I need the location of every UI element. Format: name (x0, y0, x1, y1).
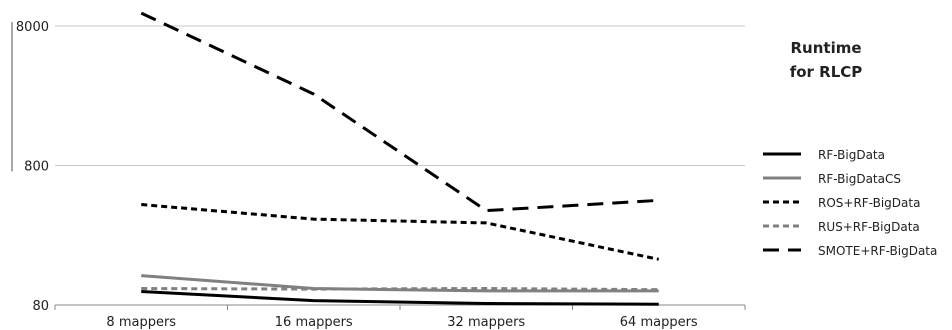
x-tick-label: 16 mappers (275, 315, 353, 330)
chart-title: Runtime for RLCP (790, 39, 863, 81)
series-line (141, 287, 659, 292)
legend-label: RF-BigData (818, 148, 885, 162)
legend-label: SMOTE+RF-BigData (818, 244, 937, 258)
chart-title-line: Runtime (790, 39, 861, 57)
series-line (140, 11, 659, 213)
legend: RF-BigData RF-BigDataCS ROS+RF-BigData RUS+… (763, 148, 937, 258)
grid-layer (55, 25, 745, 166)
series-line (141, 274, 659, 293)
series-line (141, 289, 659, 306)
legend-label: RUS+RF-BigData (818, 220, 920, 234)
series-line (141, 203, 660, 261)
axes-layer: 80 800 8000 8 mappers 16 mappers 32 mappers 64… (11, 20, 746, 330)
x-tick-label: 8 mappers (106, 315, 176, 330)
series-layer (140, 11, 660, 306)
x-tick-label: 32 mappers (447, 315, 525, 330)
y-tick-label: 80 (32, 299, 49, 314)
chart-title-line: for RLCP (790, 63, 863, 81)
legend-label: ROS+RF-BigData (818, 196, 920, 210)
y-tick-label: 800 (24, 160, 49, 175)
x-tick-label: 64 mappers (620, 315, 698, 330)
y-tick-label: 8000 (16, 20, 49, 35)
legend-label: RF-BigDataCS (818, 172, 901, 186)
